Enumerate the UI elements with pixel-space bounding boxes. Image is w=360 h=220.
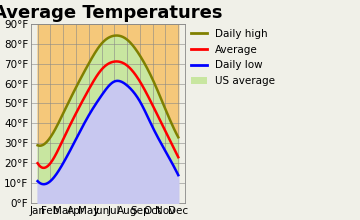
Legend: Daily high, Average, Daily low, US average: Daily high, Average, Daily low, US avera… [192,29,275,86]
Title: Average Temperatures: Average Temperatures [0,4,223,22]
